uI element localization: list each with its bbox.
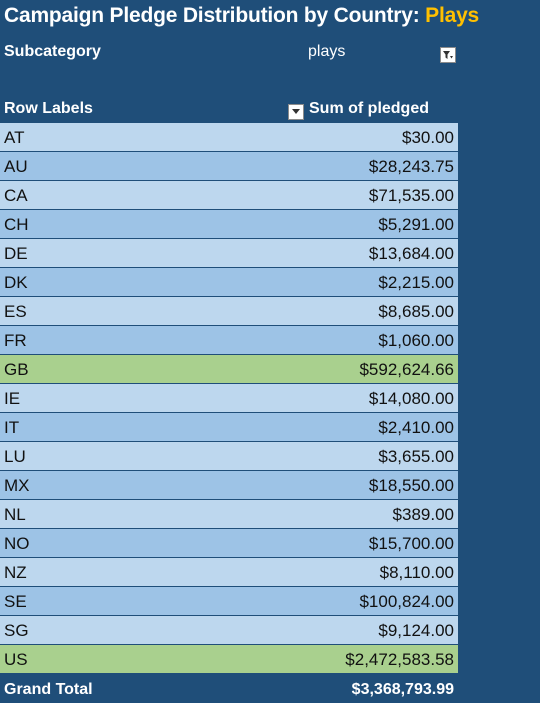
title-prefix: Campaign Pledge Distribution by Country:	[4, 4, 426, 27]
country-label: GB	[4, 360, 29, 379]
country-label: SE	[4, 592, 27, 611]
table-row[interactable]: LU $3,655.00	[0, 442, 458, 470]
pledged-value: $28,243.75	[368, 157, 454, 176]
pledged-value: $14,080.00	[368, 389, 454, 408]
pledged-value: $100,824.00	[359, 592, 454, 611]
country-label: MX	[4, 476, 30, 495]
pivot-header-row: Row Labels Sum of pledged	[0, 96, 458, 122]
pledged-value: $592,624.66	[359, 360, 454, 379]
table-row[interactable]: SG $9,124.00	[0, 616, 458, 644]
table-row[interactable]: CA $71,535.00	[0, 181, 458, 209]
filter-value[interactable]: plays	[308, 43, 346, 60]
pivot-table: AT $30.00 AU $28,243.75 CA $71,535.00 CH $5,291…	[0, 123, 458, 674]
country-label: US	[4, 650, 28, 669]
table-row[interactable]: AT $30.00	[0, 123, 458, 151]
row-labels-header: Row Labels	[4, 100, 93, 117]
pledged-value: $2,215.00	[378, 273, 454, 292]
pledged-value: $9,124.00	[378, 621, 454, 640]
report-filter-row: Subcategory plays	[0, 40, 458, 68]
sum-of-pledged-header: Sum of pledged	[309, 100, 429, 117]
table-row[interactable]: IE $14,080.00	[0, 384, 458, 412]
country-label: NO	[4, 534, 30, 553]
table-row[interactable]: IT $2,410.00	[0, 413, 458, 441]
country-label: CA	[4, 186, 28, 205]
country-label: NZ	[4, 563, 27, 582]
filter-label: Subcategory	[4, 43, 101, 60]
country-label: DE	[4, 244, 28, 263]
table-row[interactable]: MX $18,550.00	[0, 471, 458, 499]
table-row[interactable]: NL $389.00	[0, 500, 458, 528]
table-row[interactable]: GB $592,624.66	[0, 355, 458, 383]
table-row[interactable]: ES $8,685.00	[0, 297, 458, 325]
pledged-value: $8,685.00	[378, 302, 454, 321]
pledged-value: $13,684.00	[368, 244, 454, 263]
page-title: Campaign Pledge Distribution by Country:…	[4, 4, 479, 28]
dropdown-arrow-icon[interactable]	[288, 104, 304, 120]
pledged-value: $30.00	[402, 128, 454, 147]
table-row[interactable]: CH $5,291.00	[0, 210, 458, 238]
grand-total-label: Grand Total	[4, 681, 93, 698]
pledged-value: $3,655.00	[378, 447, 454, 466]
country-label: IT	[4, 418, 20, 437]
grand-total-row[interactable]: Grand Total $3,368,793.99	[0, 677, 458, 703]
country-label: DK	[4, 273, 28, 292]
country-label: AU	[4, 157, 28, 176]
country-label: CH	[4, 215, 29, 234]
title-highlight: Plays	[425, 4, 480, 27]
table-row[interactable]: FR $1,060.00	[0, 326, 458, 354]
grand-total-value: $3,368,793.99	[351, 681, 454, 698]
pledged-value: $2,472,583.58	[345, 650, 454, 669]
pledged-value: $18,550.00	[368, 476, 454, 495]
country-label: LU	[4, 447, 26, 466]
table-row[interactable]: NZ $8,110.00	[0, 558, 458, 586]
table-row[interactable]: US $2,472,583.58	[0, 645, 458, 673]
filter-dropdown-icon[interactable]	[440, 47, 456, 63]
pledged-value: $71,535.00	[368, 186, 454, 205]
country-label: ES	[4, 302, 27, 321]
table-row[interactable]: AU $28,243.75	[0, 152, 458, 180]
country-label: NL	[4, 505, 26, 524]
country-label: FR	[4, 331, 27, 350]
table-row[interactable]: SE $100,824.00	[0, 587, 458, 615]
country-label: AT	[4, 128, 25, 147]
pledged-value: $8,110.00	[379, 563, 454, 582]
pledged-value: $2,410.00	[378, 418, 454, 437]
pledged-value: $389.00	[392, 505, 454, 524]
table-row[interactable]: DK $2,215.00	[0, 268, 458, 296]
pledged-value: $1,060.00	[378, 331, 454, 350]
pledged-value: $15,700.00	[368, 534, 454, 553]
table-row[interactable]: DE $13,684.00	[0, 239, 458, 267]
country-label: IE	[4, 389, 21, 408]
table-row[interactable]: NO $15,700.00	[0, 529, 458, 557]
country-label: SG	[4, 621, 29, 640]
pledged-value: $5,291.00	[378, 215, 454, 234]
